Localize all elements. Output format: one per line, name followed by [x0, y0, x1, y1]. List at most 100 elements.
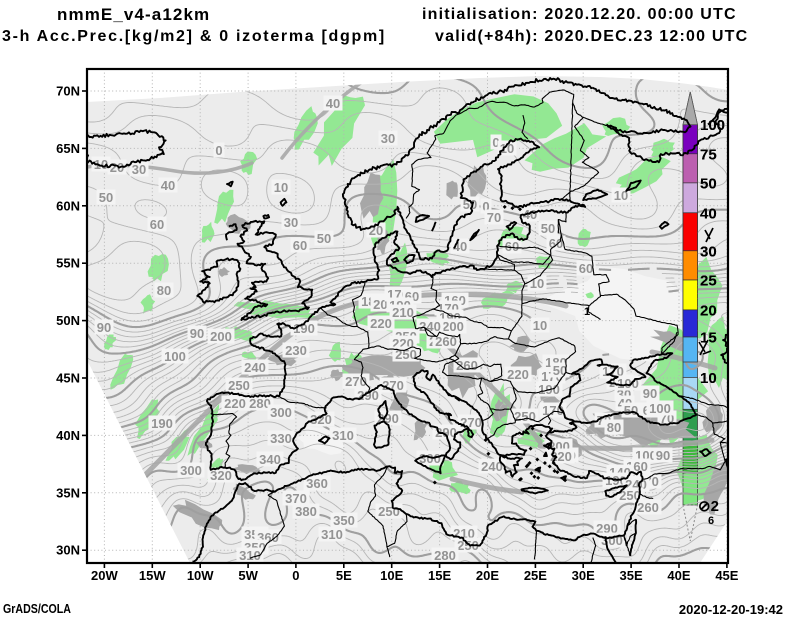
svg-text:260: 260 — [435, 334, 457, 349]
svg-text:0: 0 — [492, 135, 499, 150]
svg-text:40: 40 — [700, 205, 717, 222]
svg-text:10: 10 — [274, 180, 288, 195]
svg-text:10W: 10W — [187, 568, 214, 583]
svg-text:50: 50 — [700, 175, 717, 192]
svg-text:320: 320 — [310, 412, 332, 427]
svg-text:40N: 40N — [56, 428, 80, 443]
svg-text:220: 220 — [507, 367, 529, 382]
svg-text:60: 60 — [505, 239, 519, 254]
svg-text:30: 30 — [700, 243, 717, 260]
svg-text:50: 50 — [624, 403, 638, 418]
svg-text:200: 200 — [442, 319, 464, 334]
svg-text:15W: 15W — [139, 568, 166, 583]
svg-text:30E: 30E — [572, 568, 595, 583]
svg-text:⊘2: ⊘2 — [698, 498, 719, 515]
svg-text:230: 230 — [285, 343, 307, 358]
svg-text:350: 350 — [333, 513, 355, 528]
svg-text:40E: 40E — [667, 568, 690, 583]
svg-text:2020-12-20-19:42: 2020-12-20-19:42 — [679, 602, 783, 617]
svg-text:10: 10 — [500, 141, 514, 156]
svg-text:90: 90 — [656, 448, 670, 463]
svg-text:0: 0 — [292, 568, 299, 583]
svg-text:20: 20 — [700, 302, 717, 319]
svg-text:40: 40 — [161, 178, 175, 193]
svg-text:340: 340 — [259, 452, 281, 467]
svg-text:35E: 35E — [620, 568, 643, 583]
svg-text:290: 290 — [435, 425, 457, 440]
svg-text:10: 10 — [94, 157, 108, 172]
svg-text:45E: 45E — [715, 568, 738, 583]
svg-text:GrADS/COLA: GrADS/COLA — [3, 601, 71, 616]
svg-text:15: 15 — [700, 330, 717, 347]
svg-text:310: 310 — [239, 548, 261, 563]
svg-text:75: 75 — [700, 146, 717, 163]
svg-text:10E: 10E — [380, 568, 403, 583]
svg-text:290: 290 — [357, 388, 379, 403]
svg-text:50: 50 — [317, 231, 331, 246]
svg-text:300: 300 — [180, 463, 202, 478]
svg-text:50: 50 — [99, 190, 113, 205]
svg-text:50N: 50N — [56, 313, 80, 328]
svg-text:6: 6 — [708, 515, 714, 527]
svg-text:20E: 20E — [476, 568, 499, 583]
svg-text:270: 270 — [460, 415, 482, 430]
svg-text:90: 90 — [643, 386, 657, 401]
svg-text:45N: 45N — [56, 371, 80, 386]
svg-text:320: 320 — [210, 468, 232, 483]
svg-text:80: 80 — [607, 420, 621, 435]
svg-text:250: 250 — [378, 504, 400, 519]
svg-text:65N: 65N — [56, 141, 80, 156]
svg-text:20: 20 — [700, 302, 717, 319]
svg-text:20: 20 — [110, 160, 124, 175]
svg-text:380: 380 — [295, 504, 317, 519]
svg-text:90: 90 — [97, 320, 111, 335]
svg-text:100: 100 — [649, 401, 671, 416]
svg-text:90: 90 — [190, 326, 204, 341]
svg-text:55N: 55N — [56, 256, 80, 271]
svg-text:250: 250 — [514, 409, 536, 424]
svg-text:310: 310 — [321, 527, 343, 542]
svg-text:25E: 25E — [524, 568, 547, 583]
svg-text:50: 50 — [700, 175, 717, 192]
svg-text:100: 100 — [164, 349, 186, 364]
svg-text:10: 10 — [700, 370, 717, 387]
svg-text:0: 0 — [482, 199, 489, 214]
svg-text:330: 330 — [270, 431, 292, 446]
svg-text:nmmE_v4-a12km: nmmE_v4-a12km — [57, 5, 210, 24]
svg-text:100: 100 — [617, 376, 639, 391]
svg-text:270: 270 — [382, 378, 404, 393]
svg-text:250: 250 — [457, 538, 479, 553]
svg-text:190: 190 — [151, 416, 173, 431]
svg-text:310: 310 — [332, 428, 354, 443]
svg-text:30: 30 — [284, 215, 298, 230]
svg-text:10: 10 — [700, 370, 717, 387]
svg-text:50: 50 — [463, 197, 477, 212]
svg-text:10: 10 — [530, 276, 544, 291]
svg-text:240: 240 — [419, 319, 441, 334]
svg-text:1: 1 — [584, 306, 590, 318]
svg-text:220: 220 — [224, 396, 246, 411]
svg-text:0: 0 — [215, 143, 222, 158]
svg-text:250: 250 — [228, 378, 250, 393]
svg-text:240: 240 — [244, 360, 266, 375]
svg-text:240: 240 — [481, 459, 503, 474]
svg-text:60N: 60N — [56, 198, 80, 213]
svg-text:360: 360 — [306, 476, 328, 491]
svg-text:15E: 15E — [428, 568, 451, 583]
svg-text:20W: 20W — [91, 568, 118, 583]
svg-text:10: 10 — [614, 188, 628, 203]
svg-text:290: 290 — [596, 521, 618, 536]
svg-text:valid(+84h): 2020.DEC.23 12:00: valid(+84h): 2020.DEC.23 12:00 UTC — [435, 28, 748, 45]
svg-text:250: 250 — [619, 488, 641, 503]
svg-text:260: 260 — [637, 500, 659, 515]
svg-text:30N: 30N — [56, 543, 80, 558]
svg-text:60: 60 — [150, 217, 164, 232]
svg-text:60: 60 — [293, 238, 307, 253]
svg-text:25: 25 — [700, 273, 717, 290]
svg-text:220: 220 — [370, 316, 392, 331]
svg-text:35N: 35N — [56, 485, 80, 500]
svg-text:5E: 5E — [336, 568, 352, 583]
svg-text:280: 280 — [434, 548, 456, 563]
svg-text:70: 70 — [487, 210, 501, 225]
svg-text:initialisation: 2020.12.20. 0: initialisation: 2020.12.20. 00:00 UTC — [422, 6, 737, 23]
